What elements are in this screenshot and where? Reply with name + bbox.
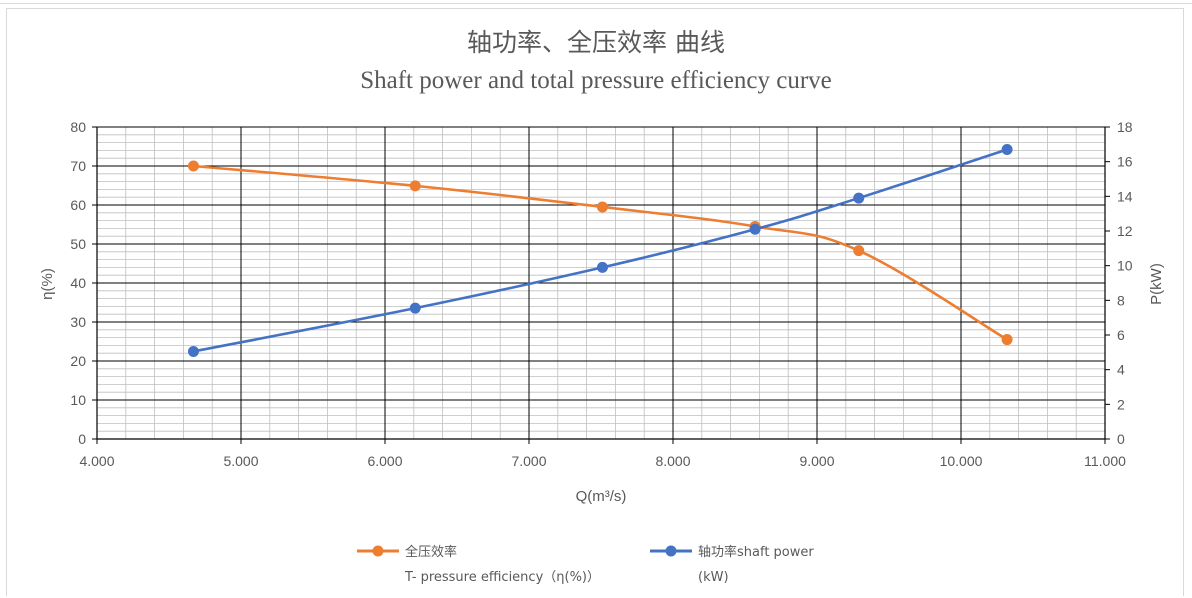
y-left-tick-label: 50: [70, 236, 86, 252]
y-left-tick-label: 80: [70, 119, 86, 135]
y-left-tick-label: 70: [70, 158, 86, 174]
x-tick-label: 5.000: [223, 453, 258, 469]
data-point-efficiency: [853, 245, 865, 257]
data-point-efficiency: [596, 201, 608, 213]
data-point-efficiency: [409, 180, 421, 192]
y-left-tick-label: 10: [70, 392, 86, 408]
series-line-power: [193, 148, 1008, 353]
x-tick-label: 4.000: [79, 453, 114, 469]
y-right-tick-label: 2: [1117, 396, 1125, 412]
series-layer: [187, 144, 1013, 357]
y-right-tick-label: 10: [1117, 258, 1133, 274]
y-right-tick-label: 0: [1117, 431, 1125, 447]
legend-item-power[interactable]: 轴功率shaft power (kW): [650, 544, 814, 585]
tick-labels: 4.000 5.000 6.000 7.000 8.000 9.000 10.000 11.0…: [70, 119, 1132, 469]
legend-efficiency-marker: [372, 545, 384, 557]
y-right-tick-label: 14: [1117, 188, 1133, 204]
grid: [96, 126, 1106, 440]
data-point-power: [1001, 144, 1013, 156]
legend-power-label-2: (kW): [698, 570, 729, 585]
y-right-tick-label: 4: [1117, 362, 1125, 378]
legend-efficiency-label-2: T- pressure efficiency（η(%)）: [404, 570, 600, 585]
legend: 全压效率 T- pressure efficiency（η(%)） 轴功率sha…: [357, 544, 814, 585]
x-tick-label: 6.000: [367, 453, 402, 469]
legend-power-marker: [665, 545, 677, 557]
chart-title-en: Shaft power and total pressure efficienc…: [360, 67, 832, 94]
y-right-tick-label: 6: [1117, 327, 1125, 343]
y-right-tick-label: 12: [1117, 223, 1133, 239]
top-border: [0, 3, 1192, 4]
y-left-tick-label: 30: [70, 314, 86, 330]
data-point-efficiency: [1001, 334, 1013, 346]
legend-power-label: 轴功率shaft power: [698, 544, 814, 560]
chart-title-cn: 轴功率、全压效率 曲线: [467, 28, 725, 57]
x-tick-label: 9.000: [799, 453, 834, 469]
data-point-power: [409, 302, 421, 314]
y-axis-title-left: η(%): [39, 268, 56, 300]
axes: [92, 126, 1110, 444]
y-axis-title-right: P(kW): [1148, 263, 1165, 305]
x-tick-label: 10.000: [940, 453, 983, 469]
x-tick-label: 11.000: [1084, 453, 1126, 469]
x-tick-label: 8.000: [655, 453, 690, 469]
legend-efficiency-label: 全压效率: [405, 544, 457, 560]
data-point-power: [596, 261, 608, 273]
chart-frame: [6, 8, 1184, 596]
y-right-tick-label: 8: [1117, 292, 1125, 308]
y-left-tick-label: 20: [70, 353, 86, 369]
y-right-tick-label: 18: [1117, 119, 1133, 135]
data-point-power: [749, 223, 761, 235]
data-point-efficiency: [187, 160, 199, 172]
y-right-tick-label: 16: [1117, 154, 1133, 170]
y-left-tick-label: 0: [78, 431, 86, 447]
series-line-efficiency: [193, 164, 1008, 341]
legend-item-efficiency[interactable]: 全压效率 T- pressure efficiency（η(%)）: [357, 544, 600, 585]
data-point-power: [187, 345, 199, 357]
x-axis-title: Q(m³/s): [576, 488, 627, 505]
data-point-power: [853, 192, 865, 204]
x-tick-label: 7.000: [511, 453, 546, 469]
y-left-tick-label: 40: [70, 275, 86, 291]
y-left-tick-label: 60: [70, 197, 86, 213]
